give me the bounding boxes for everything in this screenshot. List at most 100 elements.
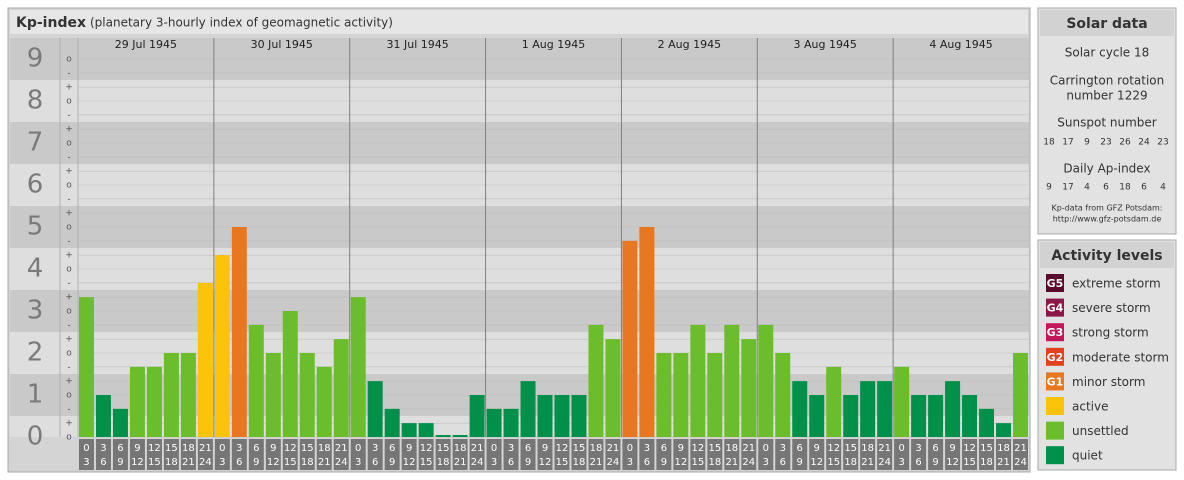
hour-start-label: 6 [253,443,259,454]
legend-swatch [1046,347,1064,366]
hour-start-label: 12 [827,443,840,454]
hour-end-label: 15 [556,457,569,468]
panel-title: Solar data [1066,16,1147,32]
bar [163,353,179,437]
hour-cell [503,439,519,470]
hour-start-label: 21 [335,443,348,454]
legend-code: G3 [1047,326,1064,339]
bar [146,366,162,437]
hour-start-label: 18 [861,443,874,454]
hour-end-label: 18 [980,457,993,468]
bar [673,353,689,437]
hour-start-label: 9 [542,443,548,454]
hour-cell [588,439,604,470]
hour-cell [265,439,281,470]
ap-value: 4 [1084,183,1090,193]
hour-cell [197,439,213,470]
activity-header [1040,242,1174,268]
bar [452,435,468,437]
y-subtick-label: o [66,55,72,65]
bar [758,324,774,437]
sunspot-value: 9 [1084,138,1090,148]
hour-end-label: 24 [742,457,755,468]
y-tick-label: 6 [27,170,44,200]
sunspot-value: 23 [1100,138,1111,148]
y-subtick-label: - [67,194,70,204]
hour-cell [622,439,638,470]
legend-label: extreme storm [1072,277,1161,291]
hour-end-label: 15 [691,457,704,468]
hour-end-label: 6 [915,457,921,468]
hour-end-label: 3 [763,457,769,468]
y-subtick-label: + [65,83,73,93]
hour-end-label: 3 [627,457,633,468]
day-label: 29 Jul 1945 [115,38,177,51]
hour-start-label: 21 [607,443,620,454]
sunspot-value: 18 [1043,138,1055,148]
hour-end-label: 21 [182,457,195,468]
bar [894,366,910,437]
solar-panel [1037,7,1177,235]
y-subtick-label: + [65,335,73,345]
hour-start-label: 0 [83,443,89,454]
y-subtick-label: - [67,68,70,78]
hour-end-label: 9 [525,457,531,468]
bar [877,381,893,437]
hour-cell [554,439,570,470]
hour-start-label: 6 [117,443,123,454]
bar [656,353,672,437]
hour-end-label: 24 [335,457,348,468]
hour-end-label: 9 [117,457,123,468]
legend-swatch [1046,421,1064,440]
hour-start-label: 9 [949,443,955,454]
legend-label: severe storm [1072,301,1151,315]
bar [792,381,808,437]
hour-end-label: 18 [708,457,721,468]
y-subtick-label: - [67,404,70,414]
bar [996,423,1012,437]
bar [197,282,213,437]
hour-cell [384,439,400,470]
hour-end-label: 21 [997,457,1010,468]
hour-start-label: 9 [406,443,412,454]
hour-end-label: 9 [389,457,395,468]
hour-start-label: 21 [199,443,212,454]
hour-end-label: 3 [219,457,225,468]
hour-cell [316,439,332,470]
bar [248,324,264,437]
y-tick-label: 3 [27,296,44,326]
y-subtick-label: o [66,433,72,443]
bar [180,353,196,437]
hour-start-label: 6 [797,443,803,454]
hour-end-label: 24 [878,457,891,468]
bar [384,408,400,437]
hour-cell [112,439,128,470]
legend-code: G4 [1047,302,1064,315]
hour-end-label: 18 [844,457,857,468]
hour-cell [79,439,94,470]
hour-end-label: 12 [267,457,280,468]
hour-cell [775,439,791,470]
hour-end-label: 18 [573,457,586,468]
source-line: http://www.gfz-potsdam.de [1053,215,1162,224]
hour-end-label: 3 [491,457,497,468]
bar [962,395,978,437]
legend-code: G1 [1047,375,1064,388]
hour-cell [673,439,689,470]
hour-end-label: 6 [644,457,650,468]
bar [401,423,417,437]
hour-end-label: 15 [148,457,161,468]
legend-swatch [1046,397,1064,415]
hour-cell [639,439,655,470]
carrington-line: number 1229 [1066,89,1147,103]
y-subtick-label: + [65,125,73,135]
hour-cell [809,439,825,470]
hour-end-label: 6 [100,457,106,468]
hour-cell [367,439,383,470]
hour-cell [758,439,774,470]
bar [639,227,655,437]
hour-start-label: 6 [932,443,938,454]
hour-cell [163,439,179,470]
hour-cell [248,439,264,470]
hour-cell [520,439,536,470]
